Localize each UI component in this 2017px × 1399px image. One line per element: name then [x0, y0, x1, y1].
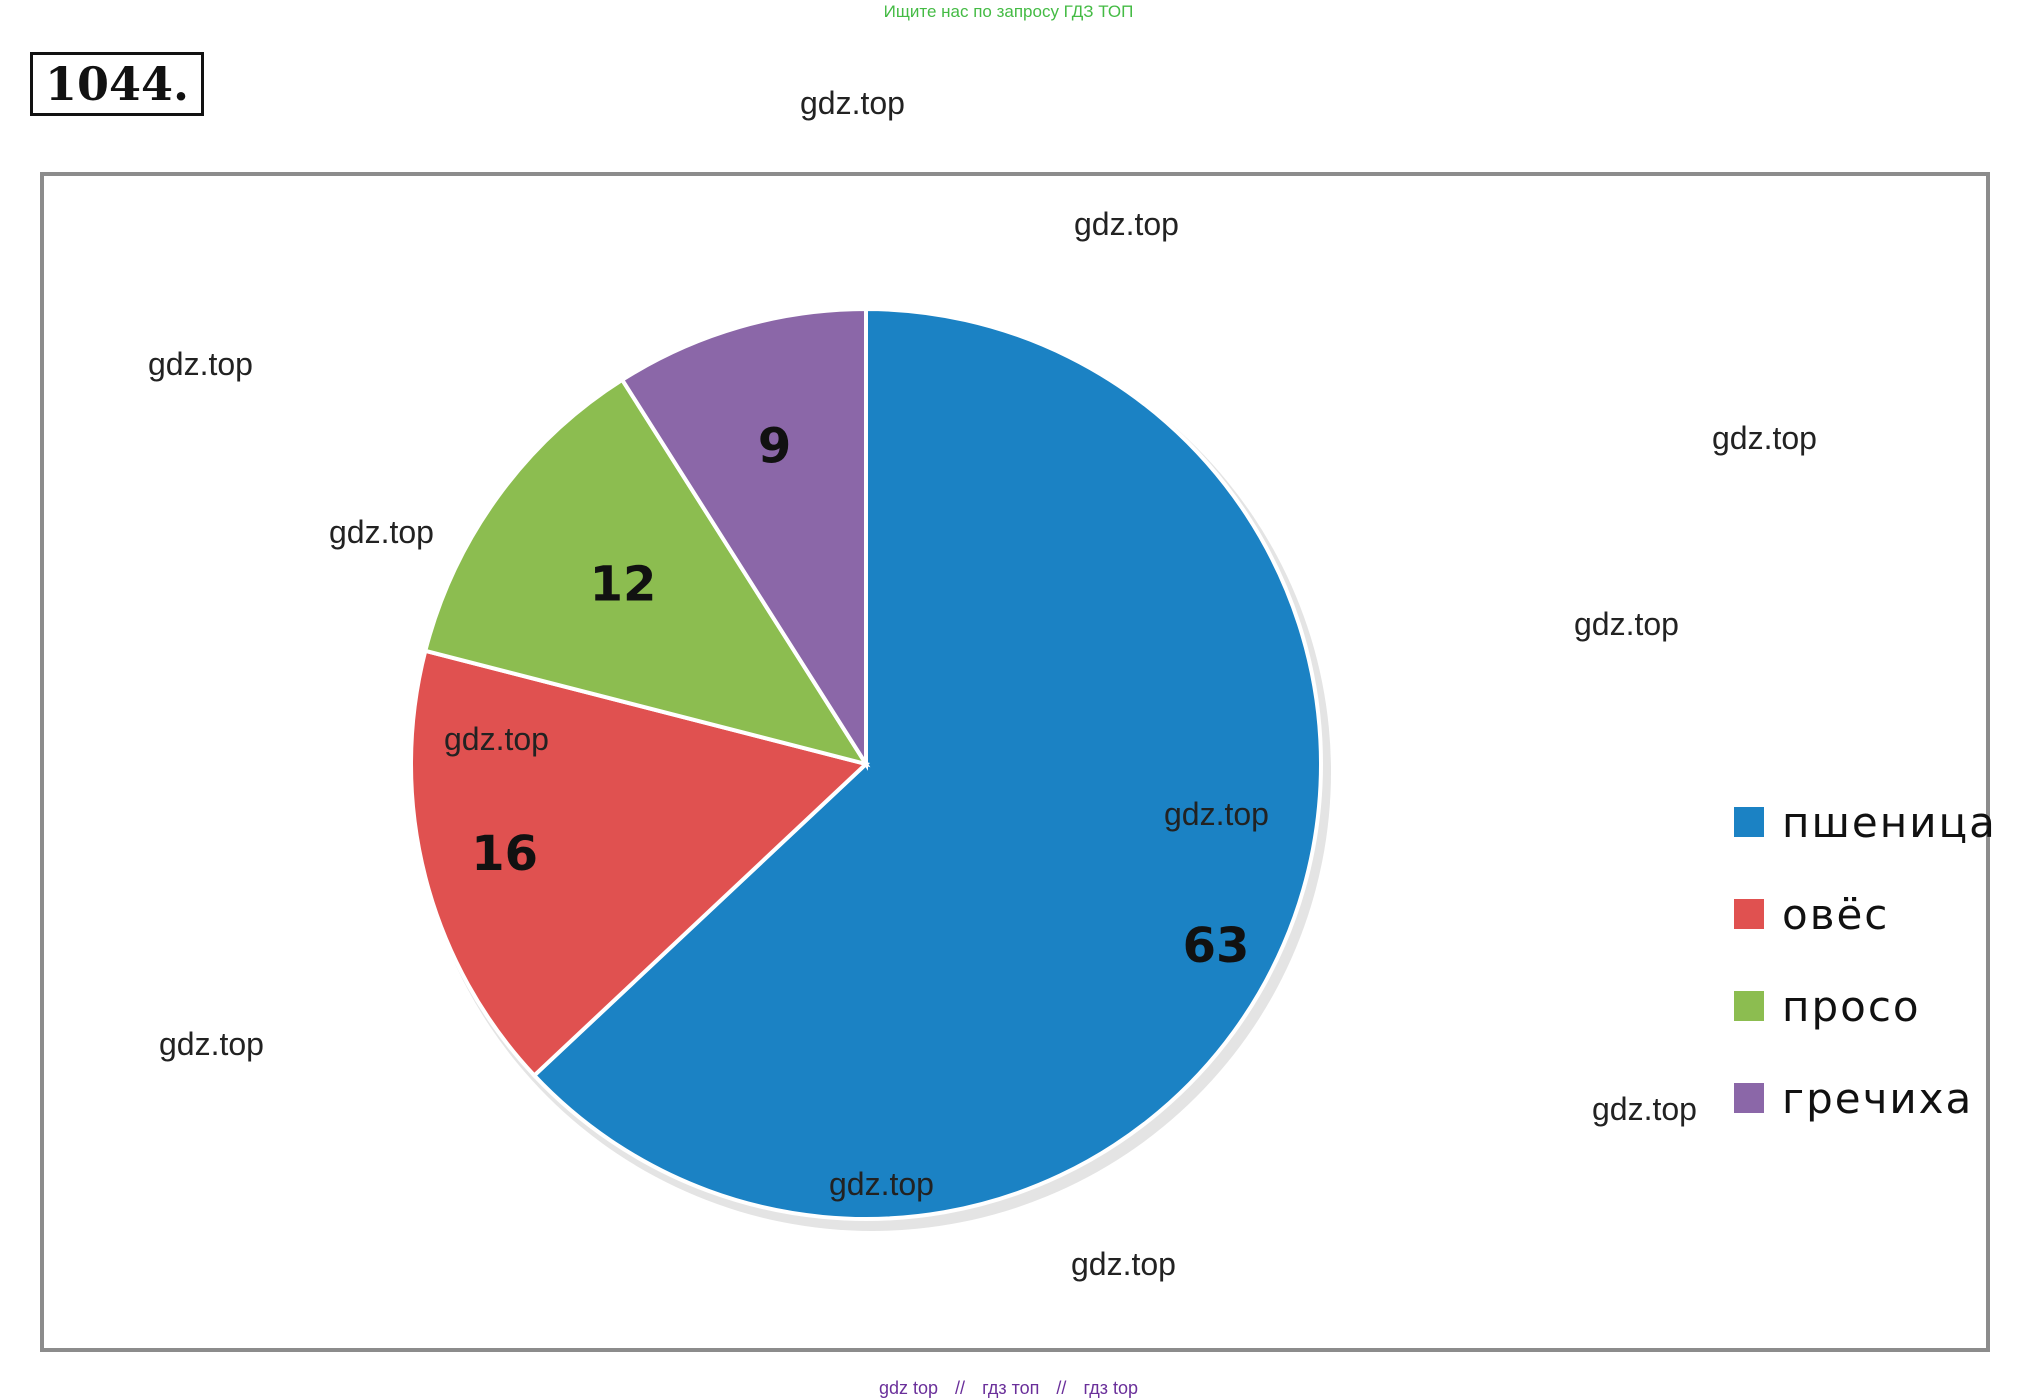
footer-text: gdz top	[878, 1378, 939, 1398]
watermark: gdz.top	[1074, 206, 1179, 242]
chart-area: 63 16 12 9 пшеница овёс просо гречиха gdz.t…	[40, 172, 1995, 1352]
watermark: gdz.top	[1712, 420, 1817, 456]
legend-item-millet: просо	[1734, 960, 1997, 1052]
pie-slice-millet	[422, 377, 871, 768]
footer-links: gdz top // гдз топ // гдз top	[0, 1378, 2017, 1399]
watermark: gdz.top	[329, 514, 434, 550]
legend-item-wheat: пшеница	[1734, 776, 1997, 868]
legend-label: пшеница	[1782, 797, 1997, 847]
watermark: gdz.top	[159, 1026, 264, 1062]
watermark: gdz.top	[829, 1166, 934, 1202]
watermark: gdz.top	[1574, 606, 1679, 642]
legend-item-buckwheat: гречиха	[1734, 1052, 1997, 1144]
legend-swatch	[1734, 899, 1764, 929]
search-banner: Ищите нас по запросу ГДЗ ТОП	[883, 2, 1134, 21]
legend-label: овёс	[1782, 889, 1890, 939]
data-label-oats: 16	[471, 826, 538, 882]
pie-slice-oats	[409, 648, 871, 1079]
legend-label: гречиха	[1782, 1073, 1974, 1123]
chart-legend: пшеница овёс просо гречиха	[1734, 776, 1997, 1144]
data-label-millet: 12	[590, 556, 657, 612]
footer-text: гдз top	[1083, 1378, 1138, 1398]
data-label-wheat: 63	[1183, 918, 1250, 974]
watermark: gdz.top	[1071, 1246, 1176, 1282]
legend-swatch	[1734, 991, 1764, 1021]
pie-chart: 63 16 12 9	[409, 306, 1331, 1231]
watermark: gdz.top	[800, 85, 905, 121]
footer-separator: //	[1056, 1378, 1067, 1398]
footer-text: гдз топ	[982, 1378, 1040, 1398]
legend-label: просо	[1782, 981, 1921, 1031]
legend-swatch	[1734, 807, 1764, 837]
problem-number: 1044.	[30, 52, 204, 116]
legend-item-oats: овёс	[1734, 868, 1997, 960]
watermark: gdz.top	[444, 721, 549, 757]
watermark: gdz.top	[148, 346, 253, 382]
pie-slice-buckwheat	[619, 306, 868, 771]
watermark: gdz.top	[1592, 1091, 1697, 1127]
legend-swatch	[1734, 1083, 1764, 1113]
data-label-buckwheat: 9	[758, 418, 791, 474]
watermark: gdz.top	[1164, 796, 1269, 832]
pie-slice-wheat	[531, 306, 1323, 1221]
footer-separator: //	[955, 1378, 966, 1398]
